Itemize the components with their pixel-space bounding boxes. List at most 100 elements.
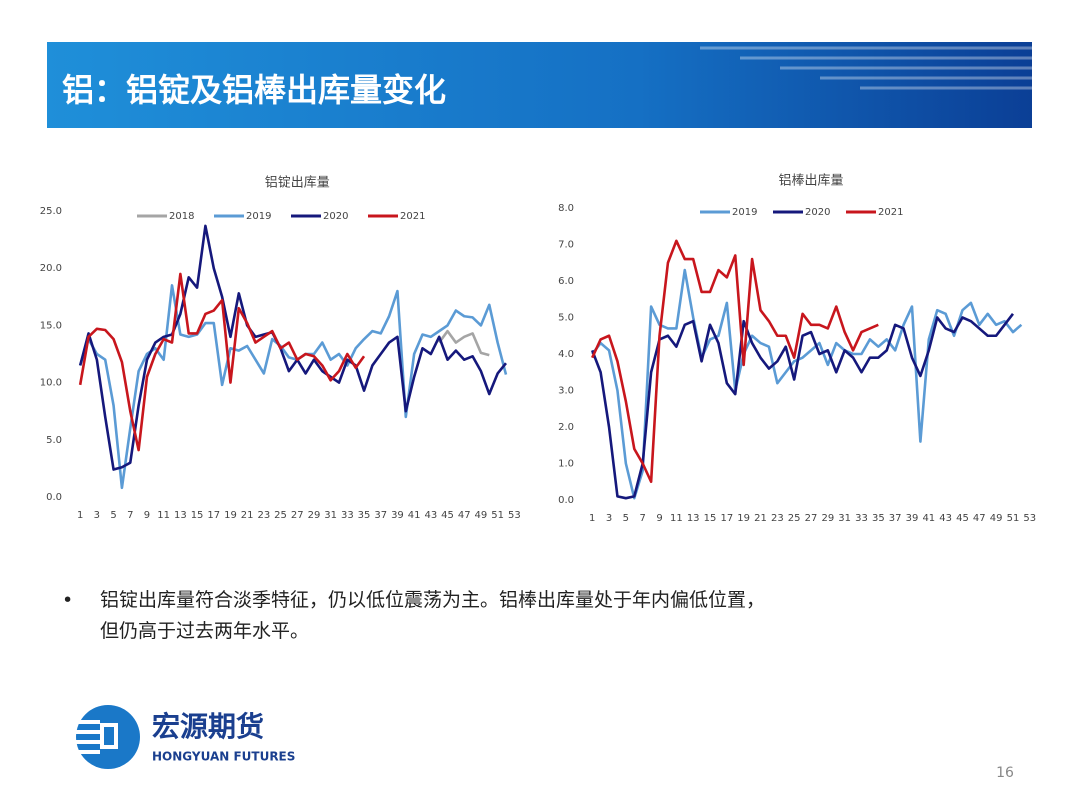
x-tick-label: 29 [308, 510, 321, 521]
x-tick-label: 47 [458, 510, 471, 521]
x-tick-label: 5 [623, 513, 629, 524]
x-tick-label: 23 [771, 513, 784, 524]
series-line [438, 329, 490, 357]
x-tick-label: 53 [508, 510, 521, 521]
y-tick-label: 0.0 [558, 495, 574, 506]
x-tick-label: 7 [640, 513, 646, 524]
x-tick-label: 3 [606, 513, 612, 524]
x-tick-label: 15 [191, 510, 204, 521]
legend-label: 2018 [169, 211, 194, 222]
y-tick-label: 20.0 [40, 263, 62, 274]
y-tick-label: 0.0 [46, 492, 62, 503]
x-tick-label: 31 [838, 513, 851, 524]
bullet-line: 铝锭出库量符合淡季特征，仍以低位震荡为主。铝棒出库量处于年内偏低位置， [100, 589, 766, 611]
legend-label: 2020 [805, 207, 830, 218]
series-line [78, 272, 366, 452]
y-tick-label: 4.0 [558, 349, 574, 360]
legend-label: 2021 [400, 211, 425, 222]
y-tick-label: 5.0 [558, 313, 574, 324]
slide-title: 铝：铝锭及铝棒出库量变化 [62, 71, 446, 109]
x-tick-label: 39 [906, 513, 919, 524]
x-tick-label: 43 [424, 510, 437, 521]
x-tick-label: 39 [391, 510, 404, 521]
legend-label: 2020 [323, 211, 348, 222]
x-tick-label: 27 [805, 513, 818, 524]
bullet-marker: • [62, 589, 74, 611]
x-tick-label: 1 [77, 510, 83, 521]
banner: 铝：铝锭及铝棒出库量变化 [47, 42, 1032, 128]
x-tick-label: 47 [973, 513, 986, 524]
x-tick-label: 49 [990, 513, 1003, 524]
x-tick-label: 21 [241, 510, 254, 521]
x-tick-label: 41 [922, 513, 935, 524]
y-tick-label: 5.0 [46, 435, 62, 446]
chart-title: 铝棒出库量 [778, 173, 843, 189]
banner-stripes [700, 46, 1032, 90]
x-tick-label: 21 [754, 513, 767, 524]
x-tick-label: 51 [491, 510, 504, 521]
y-tick-label: 8.0 [558, 203, 574, 214]
series-line [78, 284, 508, 490]
x-tick-label: 49 [475, 510, 488, 521]
legend-label: 2019 [732, 207, 757, 218]
x-tick-label: 43 [939, 513, 952, 524]
page-number: 16 [996, 765, 1014, 781]
x-tick-label: 25 [274, 510, 287, 521]
x-tick-label: 9 [144, 510, 150, 521]
x-tick-label: 23 [257, 510, 270, 521]
y-tick-label: 1.0 [558, 459, 574, 470]
bullet-line: 但仍高于过去两年水平。 [100, 620, 310, 642]
legend-label: 2019 [246, 211, 271, 222]
y-tick-label: 3.0 [558, 386, 574, 397]
y-tick-label: 7.0 [558, 240, 574, 251]
x-tick-label: 51 [1007, 513, 1020, 524]
x-tick-label: 1 [589, 513, 595, 524]
y-tick-label: 2.0 [558, 422, 574, 433]
x-tick-label: 45 [956, 513, 969, 524]
y-tick-label: 15.0 [40, 320, 62, 331]
x-tick-label: 33 [855, 513, 868, 524]
series-line [591, 268, 1023, 500]
y-tick-label: 25.0 [40, 206, 62, 217]
x-tick-label: 31 [324, 510, 337, 521]
x-tick-label: 11 [670, 513, 683, 524]
x-tick-label: 13 [174, 510, 187, 521]
x-tick-label: 53 [1023, 513, 1036, 524]
y-tick-label: 10.0 [40, 378, 62, 389]
x-tick-label: 3 [94, 510, 100, 521]
x-tick-label: 27 [291, 510, 304, 521]
chart-title: 铝锭出库量 [265, 175, 330, 191]
legend-label: 2021 [878, 207, 903, 218]
x-tick-label: 33 [341, 510, 354, 521]
logo-english: HONGYUAN FUTURES [152, 750, 295, 764]
x-tick-label: 15 [704, 513, 717, 524]
x-tick-label: 45 [441, 510, 454, 521]
series-line [590, 313, 1014, 500]
x-tick-label: 19 [224, 510, 237, 521]
x-tick-label: 17 [207, 510, 220, 521]
x-tick-label: 5 [110, 510, 116, 521]
x-tick-label: 9 [656, 513, 662, 524]
x-tick-label: 41 [408, 510, 421, 521]
x-tick-label: 29 [821, 513, 834, 524]
x-tick-label: 37 [889, 513, 902, 524]
x-tick-label: 17 [720, 513, 733, 524]
x-tick-label: 19 [737, 513, 750, 524]
x-tick-label: 13 [687, 513, 700, 524]
logo-name: 宏源期货 [152, 710, 264, 743]
x-tick-label: 35 [872, 513, 885, 524]
x-tick-label: 37 [374, 510, 387, 521]
x-tick-label: 25 [788, 513, 801, 524]
logo-icon [74, 705, 140, 769]
series-line [78, 224, 507, 471]
series-line [591, 239, 879, 484]
y-tick-label: 6.0 [558, 276, 574, 287]
x-tick-label: 11 [157, 510, 170, 521]
x-tick-label: 7 [127, 510, 133, 521]
x-tick-label: 35 [358, 510, 371, 521]
banner-bg [47, 42, 1032, 128]
